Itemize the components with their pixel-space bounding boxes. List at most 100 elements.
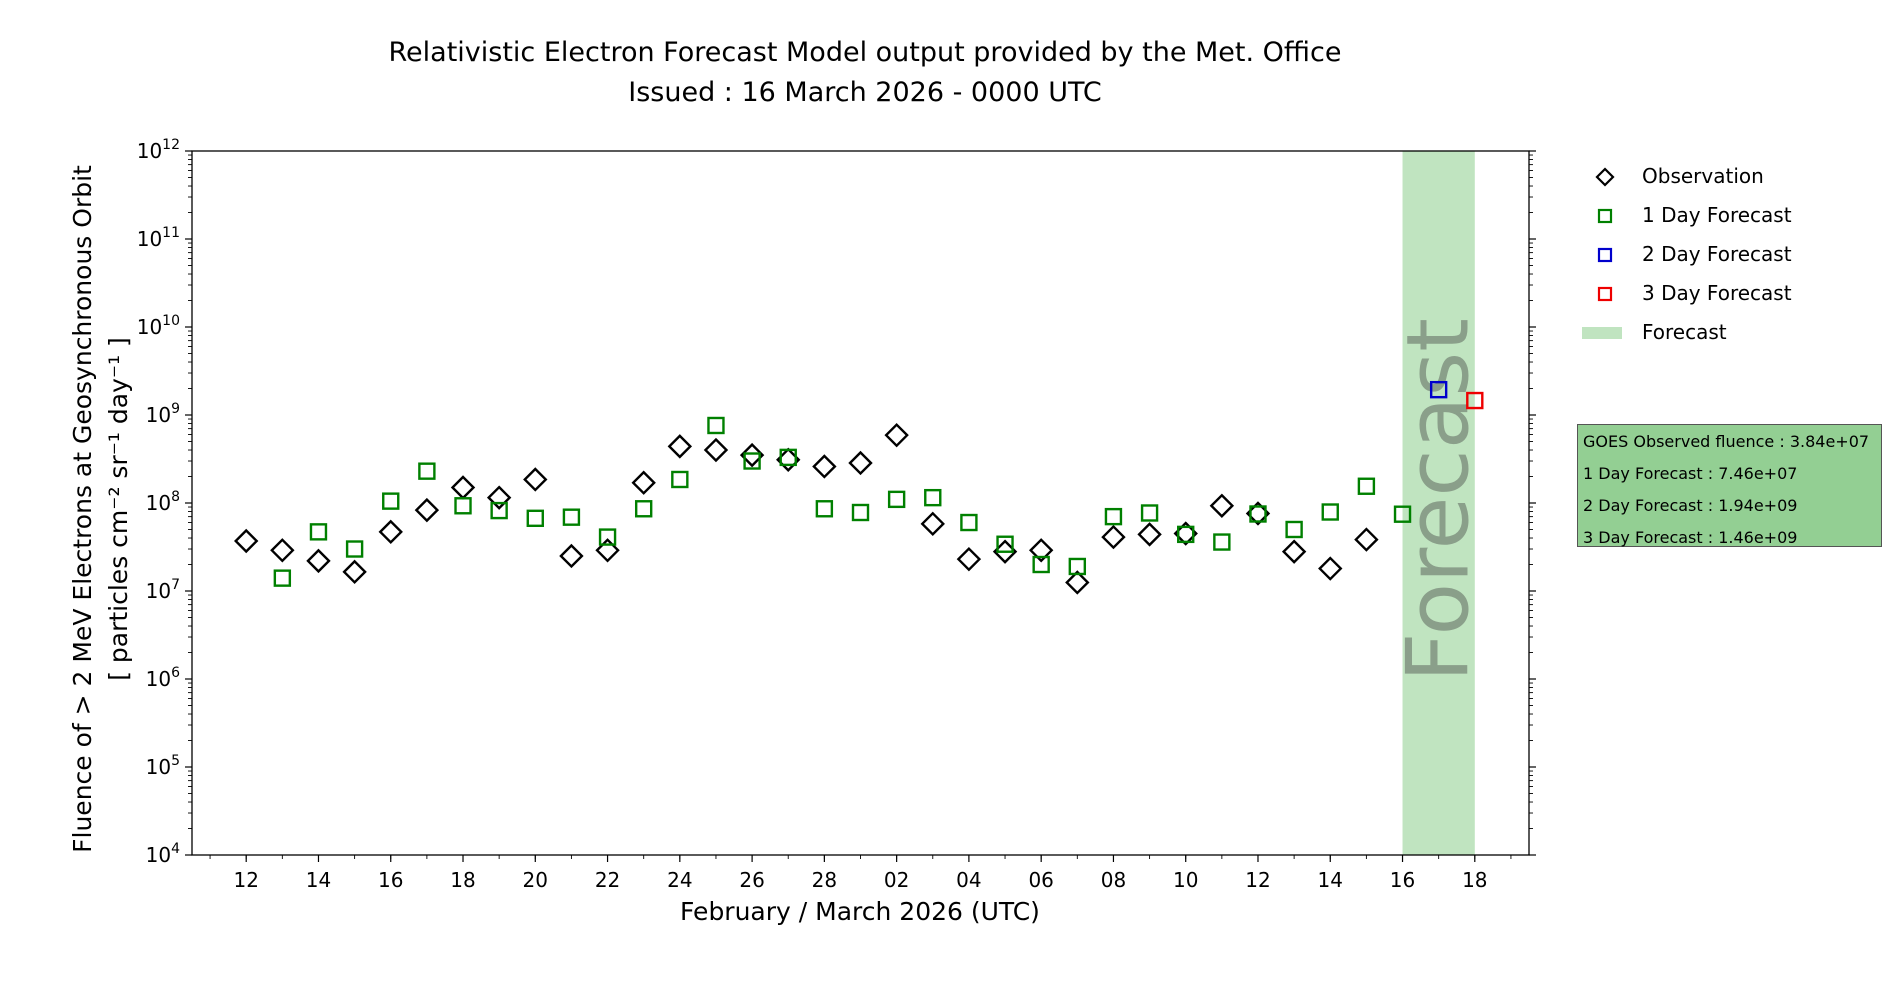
observation-point xyxy=(884,422,909,448)
1-day-forecast-point xyxy=(1213,533,1231,551)
observation-point xyxy=(1065,570,1090,595)
1-day-forecast-point xyxy=(851,503,870,522)
legend-item-3-day-forecast: 3 Day Forecast xyxy=(1580,279,1900,309)
info-1-day-forecast: 1 Day Forecast : 7.46e+07 xyxy=(1583,464,1798,483)
info-2-day-forecast: 2 Day Forecast : 1.94e+09 xyxy=(1583,496,1798,515)
x-tick-label: 14 xyxy=(1318,868,1343,892)
observation-point xyxy=(450,475,476,500)
1-day-forecast-point xyxy=(996,535,1014,553)
x-axis-label: February / March 2026 (UTC) xyxy=(680,897,1040,926)
x-tick-label: 20 xyxy=(523,868,548,892)
1-day-forecast-point xyxy=(526,509,544,528)
3-day-forecast-point xyxy=(1466,391,1484,410)
1-day-forecast-point xyxy=(707,416,725,435)
observation-point xyxy=(1354,527,1379,552)
x-tick-label: 16 xyxy=(1390,868,1415,892)
1-day-forecast-point xyxy=(598,528,617,546)
1-day-forecast-point xyxy=(490,501,508,520)
legend-item-forecast: Forecast xyxy=(1580,318,1900,348)
data-markers xyxy=(234,380,1484,595)
1-day-forecast-point xyxy=(815,500,834,518)
observation-point xyxy=(270,538,295,563)
y-axis-label-line1: Fluence of > 2 MeV Electrons at Geosynch… xyxy=(68,165,97,853)
y-tick-label: 106 xyxy=(146,665,180,691)
1-day-forecast-point xyxy=(1177,525,1195,544)
x-tick-label: 02 xyxy=(884,868,909,892)
y-tick-label: 1010 xyxy=(137,313,180,339)
1-day-forecast-point xyxy=(1249,505,1267,523)
square-marker-icon xyxy=(1597,247,1613,263)
x-tick-label: 26 xyxy=(739,868,764,892)
forecast-info-box: GOES Observed fluence : 3.84e+07 1 Day F… xyxy=(1577,424,1882,547)
observation-point xyxy=(342,559,367,585)
1-day-forecast-point xyxy=(960,513,978,532)
observation-point xyxy=(739,442,765,468)
legend-label: Observation xyxy=(1642,164,1764,188)
plot-frame xyxy=(191,150,1530,856)
y-tick-label: 107 xyxy=(146,577,180,603)
1-day-forecast-point xyxy=(743,452,761,470)
y-tick-label: 104 xyxy=(146,841,180,867)
legend-label: 3 Day Forecast xyxy=(1642,281,1792,305)
observation-point xyxy=(956,546,982,572)
1-day-forecast-point xyxy=(345,540,364,558)
1-day-forecast-point xyxy=(273,569,292,587)
observation-point xyxy=(1101,524,1126,550)
observation-point xyxy=(812,454,837,479)
forecast-region-label: Forecast xyxy=(1389,318,1489,682)
y-tick-label: 1011 xyxy=(137,225,180,251)
1-day-forecast-point xyxy=(562,508,581,526)
1-day-forecast-point xyxy=(1032,555,1050,574)
legend-label: Forecast xyxy=(1642,320,1727,344)
observation-point xyxy=(1028,538,1054,563)
observation-point xyxy=(486,485,512,510)
x-tick-label: 28 xyxy=(812,868,837,892)
y-tick-label: 109 xyxy=(146,401,180,427)
diamond-marker-icon xyxy=(1595,167,1615,187)
y-tick-label: 105 xyxy=(146,753,180,779)
1-day-forecast-point xyxy=(1357,477,1376,495)
x-tick-label: 18 xyxy=(1462,868,1487,892)
legend-item-2-day-forecast: 2 Day Forecast xyxy=(1580,240,1900,270)
chart-subtitle: Issued : 16 March 2026 - 0000 UTC xyxy=(628,77,1102,108)
1-day-forecast-point xyxy=(634,500,653,518)
2-day-forecast-point xyxy=(1429,380,1448,399)
observation-point xyxy=(306,548,331,574)
x-tick-label: 08 xyxy=(1101,868,1126,892)
1-day-forecast-point xyxy=(924,488,942,507)
observation-point xyxy=(667,434,693,459)
x-tick-label: 22 xyxy=(595,868,620,892)
1-day-forecast-point xyxy=(887,490,906,509)
1-day-forecast-point xyxy=(418,462,436,480)
x-tick-label: 06 xyxy=(1028,868,1053,892)
x-tick-label: 16 xyxy=(378,868,403,892)
observation-point xyxy=(1318,556,1343,581)
1-day-forecast-point xyxy=(671,470,689,489)
observation-point xyxy=(920,511,945,537)
observation-point xyxy=(234,528,259,554)
legend-item-1-day-forecast: 1 Day Forecast xyxy=(1580,201,1900,231)
forecast-region-band xyxy=(1402,151,1475,855)
observation-point xyxy=(414,497,440,523)
observation-point xyxy=(631,470,656,495)
observation-point xyxy=(595,538,620,563)
square-marker-icon xyxy=(1597,286,1613,302)
x-tick-label: 18 xyxy=(450,868,475,892)
legend-label: 2 Day Forecast xyxy=(1642,242,1792,266)
observation-point xyxy=(1137,522,1162,547)
1-day-forecast-point xyxy=(454,497,472,515)
y-axis-label-line2: [ particles cm⁻² sr⁻¹ day⁻¹ ] xyxy=(104,337,133,681)
observation-point xyxy=(559,543,584,569)
info-3-day-forecast: 3 Day Forecast : 1.46e+09 xyxy=(1583,528,1798,547)
y-tick-label: 1012 xyxy=(137,137,180,163)
x-tick-label: 04 xyxy=(956,868,981,892)
chart-title: Relativistic Electron Forecast Model out… xyxy=(388,37,1342,68)
observation-point xyxy=(1209,493,1235,518)
1-day-forecast-point xyxy=(1104,507,1123,526)
1-day-forecast-point xyxy=(1393,505,1412,523)
square-marker-icon xyxy=(1597,208,1613,224)
observation-point xyxy=(848,450,873,476)
info-observed-fluence: GOES Observed fluence : 3.84e+07 xyxy=(1583,432,1870,451)
forecast-patch-icon xyxy=(1582,327,1622,339)
